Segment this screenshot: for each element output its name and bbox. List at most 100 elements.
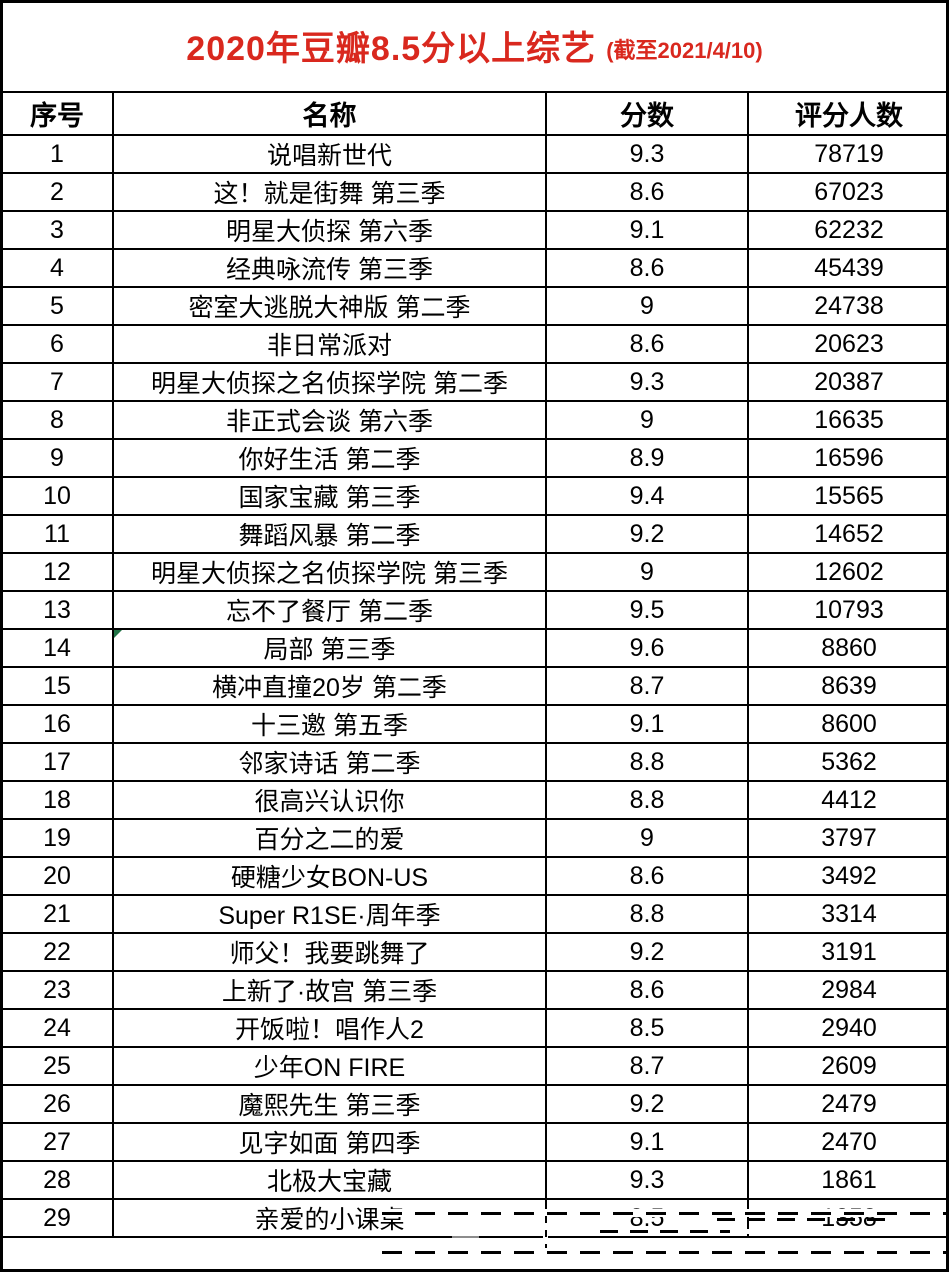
table-row: 10 国家宝藏 第三季 9.4 15565: [0, 476, 949, 516]
cell-name: 忘不了餐厅 第二季: [112, 590, 547, 630]
cell-index: 20: [0, 856, 114, 896]
table-row: 14 局部 第三季 9.6 8860: [0, 628, 949, 668]
cell-score: 8.5: [545, 1008, 749, 1048]
watermark-smudge: [452, 1217, 479, 1251]
cell-score: 9.2: [545, 932, 749, 972]
table-row: 21 Super R1SE·周年季 8.8 3314: [0, 894, 949, 934]
cell-index: 3: [0, 210, 114, 250]
table-row: 28 北极大宝藏 9.3 1861: [0, 1160, 949, 1200]
cell-raters: 12602: [747, 552, 949, 592]
cell-index: 1: [0, 134, 114, 174]
table-row: 11 舞蹈风暴 第二季 9.2 14652: [0, 514, 949, 554]
cell-score: 9.3: [545, 1160, 749, 1200]
table-row: 18 很高兴认识你 8.8 4412: [0, 780, 949, 820]
cell-name: 舞蹈风暴 第二季: [112, 514, 547, 554]
title-bar: 2020年豆瓣8.5分以上综艺 (截至2021/4/10): [0, 0, 949, 91]
cell-name: 局部 第三季: [112, 628, 547, 668]
cell-index: 9: [0, 438, 114, 478]
cell-raters: 16596: [747, 438, 949, 478]
cell-score: 8.9: [545, 438, 749, 478]
cell-score: 9.3: [545, 362, 749, 402]
watermark-dashed-line: [382, 1248, 946, 1256]
cell-name: 你好生活 第二季: [112, 438, 547, 478]
cell-name: 百分之二的爱: [112, 818, 547, 858]
page-subtitle: (截至2021/4/10): [606, 37, 763, 63]
cell-index: 7: [0, 362, 114, 402]
cell-name: 这！就是街舞 第三季: [112, 172, 547, 212]
header-cell-index: 序号: [0, 91, 114, 136]
table-row: 6 非日常派对 8.6 20623: [0, 324, 949, 364]
table-row: 24 开饭啦！唱作人2 8.5 2940: [0, 1008, 949, 1048]
cell-index: 6: [0, 324, 114, 364]
cell-name: 见字如面 第四季: [112, 1122, 547, 1162]
cell-name: 北极大宝藏: [112, 1160, 547, 1200]
cell-name: 明星大侦探 第六季: [112, 210, 547, 250]
cell-index: 24: [0, 1008, 114, 1048]
cell-name: 明星大侦探之名侦探学院 第二季: [112, 362, 547, 402]
cell-score: 8.8: [545, 894, 749, 934]
cell-name: 国家宝藏 第三季: [112, 476, 547, 516]
cell-name: 横冲直撞20岁 第二季: [112, 666, 547, 706]
cell-name: 非日常派对: [112, 324, 547, 364]
cell-index: 19: [0, 818, 114, 858]
cell-raters: 16635: [747, 400, 949, 440]
table-row: 13 忘不了餐厅 第二季 9.5 10793: [0, 590, 949, 630]
cell-name: 魔熙先生 第三季: [112, 1084, 547, 1124]
cell-score: 8.6: [545, 248, 749, 288]
cell-index: 11: [0, 514, 114, 554]
watermark-dashed-line: [600, 1229, 730, 1233]
cell-raters: 20387: [747, 362, 949, 402]
cell-name: 少年ON FIRE: [112, 1046, 547, 1086]
cell-raters: 2609: [747, 1046, 949, 1086]
cell-index: 27: [0, 1122, 114, 1162]
cell-raters: 2984: [747, 970, 949, 1010]
table-row: 2 这！就是街舞 第三季 8.6 67023: [0, 172, 949, 212]
cell-raters: 8639: [747, 666, 949, 706]
cell-score: 8.6: [545, 970, 749, 1010]
cell-name: 密室大逃脱大神版 第二季: [112, 286, 547, 326]
cell-score: 8.6: [545, 324, 749, 364]
cell-raters: 62232: [747, 210, 949, 250]
cell-score: 9.2: [545, 514, 749, 554]
cell-name: 上新了·故宫 第三季: [112, 970, 547, 1010]
table-row: 20 硬糖少女BON-US 8.6 3492: [0, 856, 949, 896]
cell-raters: 14652: [747, 514, 949, 554]
cell-index: 28: [0, 1160, 114, 1200]
page-title: 2020年豆瓣8.5分以上综艺: [186, 30, 597, 68]
table-row: 4 经典咏流传 第三季 8.6 45439: [0, 248, 949, 288]
cell-index: 22: [0, 932, 114, 972]
cell-raters: 3314: [747, 894, 949, 934]
cell-index: 17: [0, 742, 114, 782]
cell-index: 8: [0, 400, 114, 440]
cell-raters: 2479: [747, 1084, 949, 1124]
cell-raters: 2470: [747, 1122, 949, 1162]
header-cell-raters: 评分人数: [747, 91, 949, 136]
cell-index: 10: [0, 476, 114, 516]
cell-raters: 24738: [747, 286, 949, 326]
cell-raters: 10793: [747, 590, 949, 630]
cell-score: 9: [545, 400, 749, 440]
cell-index: 18: [0, 780, 114, 820]
cell-name: 非正式会谈 第六季: [112, 400, 547, 440]
cell-score: 9.3: [545, 134, 749, 174]
table-row: 25 少年ON FIRE 8.7 2609: [0, 1046, 949, 1086]
table-row: 12 明星大侦探之名侦探学院 第三季 9 12602: [0, 552, 949, 592]
cell-raters: 2940: [747, 1008, 949, 1048]
table-row: 27 见字如面 第四季 9.1 2470: [0, 1122, 949, 1162]
cell-index: 5: [0, 286, 114, 326]
cell-score: 9: [545, 818, 749, 858]
table-row: 1 说唱新世代 9.3 78719: [0, 134, 949, 174]
cell-raters: 15565: [747, 476, 949, 516]
cell-index: 12: [0, 552, 114, 592]
cell-name: 明星大侦探之名侦探学院 第三季: [112, 552, 547, 592]
header-cell-score: 分数: [545, 91, 749, 136]
comment-flag-icon: [115, 631, 122, 638]
cell-name: 邻家诗话 第二季: [112, 742, 547, 782]
table-row: 19 百分之二的爱 9 3797: [0, 818, 949, 858]
cell-raters: 78719: [747, 134, 949, 174]
cell-index: 14: [0, 628, 114, 668]
cell-index: 15: [0, 666, 114, 706]
cell-index: 29: [0, 1198, 114, 1238]
cell-name: 师父！我要跳舞了: [112, 932, 547, 972]
